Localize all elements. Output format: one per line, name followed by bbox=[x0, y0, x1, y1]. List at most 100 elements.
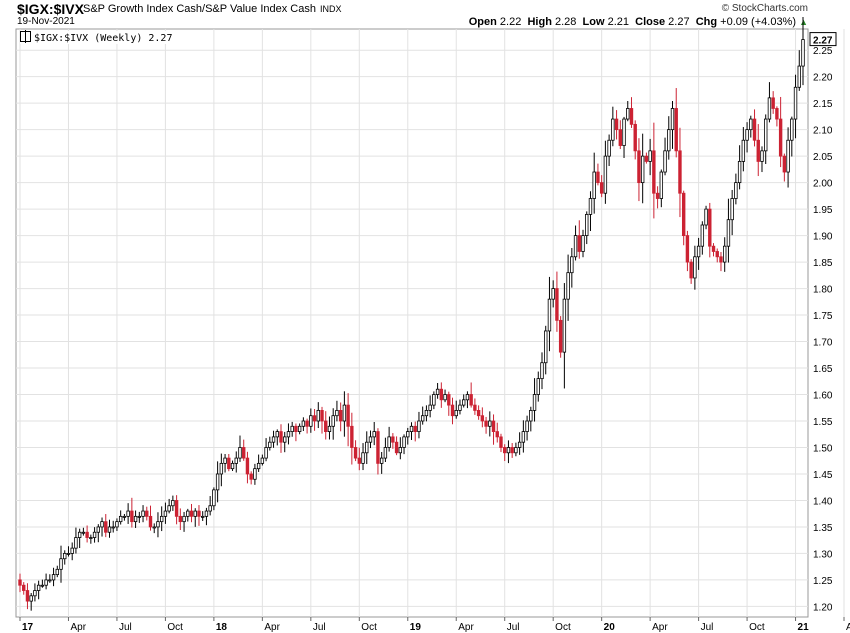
candle bbox=[801, 17, 805, 86]
candle-body bbox=[383, 447, 388, 459]
candle bbox=[681, 190, 686, 246]
candle-body bbox=[484, 420, 488, 427]
candle-body bbox=[230, 462, 235, 470]
candle-body bbox=[614, 118, 619, 131]
candle-body bbox=[525, 420, 529, 432]
x-tick-label: 21 bbox=[798, 622, 810, 633]
candle-body bbox=[730, 198, 734, 221]
ohlc-readout: Open 2.22 High 2.28 Low 2.21 Close 2.27 … bbox=[469, 16, 808, 28]
candle bbox=[208, 496, 212, 516]
candle-body bbox=[719, 256, 723, 263]
candle-body bbox=[398, 447, 403, 454]
candle-body bbox=[503, 447, 507, 454]
candle-body bbox=[286, 431, 291, 438]
candle bbox=[111, 520, 115, 533]
candle bbox=[335, 400, 339, 422]
candle-body bbox=[417, 420, 421, 432]
candle bbox=[633, 120, 637, 160]
candle-body bbox=[163, 510, 168, 517]
candle-body bbox=[726, 219, 731, 247]
candle bbox=[566, 254, 570, 321]
candle bbox=[18, 573, 22, 593]
candle bbox=[693, 245, 697, 290]
candle bbox=[167, 498, 171, 514]
candle bbox=[696, 237, 701, 270]
candle bbox=[100, 517, 104, 537]
candle bbox=[726, 198, 731, 263]
candle bbox=[443, 389, 447, 403]
candle bbox=[723, 237, 727, 272]
candle-body bbox=[693, 256, 697, 279]
candle-body bbox=[454, 410, 458, 417]
candle bbox=[89, 534, 93, 544]
candle bbox=[133, 510, 138, 528]
candle-body bbox=[566, 272, 570, 300]
candle-body bbox=[361, 452, 365, 464]
candle-body bbox=[607, 139, 611, 157]
candle bbox=[264, 438, 268, 462]
x-tick-label: 19 bbox=[410, 622, 422, 633]
candle bbox=[33, 583, 37, 602]
candle-body bbox=[752, 118, 757, 141]
candle bbox=[670, 100, 675, 149]
candle-body bbox=[655, 192, 660, 199]
candle-body bbox=[786, 139, 790, 173]
candle-body bbox=[678, 150, 682, 194]
candle-body bbox=[279, 431, 283, 443]
candle-body bbox=[510, 447, 514, 454]
candle bbox=[271, 430, 276, 448]
candle-body bbox=[756, 139, 760, 162]
candle bbox=[678, 127, 682, 218]
candle bbox=[499, 433, 503, 453]
candle bbox=[503, 444, 507, 462]
candle-body bbox=[629, 108, 634, 125]
x-tick-label: Jul bbox=[313, 622, 326, 633]
candle bbox=[81, 527, 86, 536]
candle-body bbox=[775, 108, 779, 120]
candle-body bbox=[562, 298, 567, 353]
y-tick-label: 1.45 bbox=[813, 470, 833, 481]
y-tick-label: 1.65 bbox=[813, 364, 833, 375]
candle-body bbox=[391, 436, 395, 443]
candle bbox=[536, 371, 540, 402]
candle-body bbox=[51, 574, 56, 581]
y-tick-label: 1.90 bbox=[813, 232, 833, 243]
candle-body bbox=[473, 404, 477, 411]
candle-body bbox=[137, 515, 142, 518]
stockcharts-brand[interactable]: © StockCharts.com bbox=[721, 3, 808, 14]
x-tick-label: Oct bbox=[749, 622, 765, 633]
candle bbox=[510, 443, 514, 458]
candle-body bbox=[476, 410, 481, 417]
candle-body bbox=[96, 526, 100, 533]
candle-body bbox=[85, 531, 89, 538]
candle bbox=[305, 418, 309, 434]
open-label: Open bbox=[468, 16, 497, 28]
candle bbox=[730, 189, 734, 236]
candle bbox=[719, 252, 723, 272]
candle bbox=[234, 451, 238, 473]
candle-body bbox=[156, 521, 160, 528]
candle bbox=[312, 409, 317, 431]
candle-body bbox=[25, 590, 30, 602]
y-tick-label: 1.80 bbox=[813, 285, 833, 296]
candle bbox=[391, 433, 395, 449]
candle-body bbox=[74, 537, 78, 549]
candle bbox=[473, 398, 477, 415]
candle-body bbox=[249, 473, 253, 480]
candle-body bbox=[767, 97, 772, 120]
candle bbox=[141, 505, 145, 523]
candle-body bbox=[268, 441, 272, 448]
y-tick-label: 2.20 bbox=[813, 73, 833, 84]
y-tick-label: 2.00 bbox=[813, 179, 833, 190]
candle-body bbox=[387, 436, 391, 448]
candle-body bbox=[495, 431, 499, 438]
candle-body bbox=[741, 139, 746, 162]
candle-body bbox=[536, 378, 540, 395]
candle bbox=[368, 430, 373, 449]
candle bbox=[96, 524, 100, 543]
x-tick-label: 17 bbox=[22, 622, 34, 633]
candle-body bbox=[760, 150, 764, 162]
candle bbox=[737, 145, 742, 190]
candle-body bbox=[223, 457, 227, 464]
